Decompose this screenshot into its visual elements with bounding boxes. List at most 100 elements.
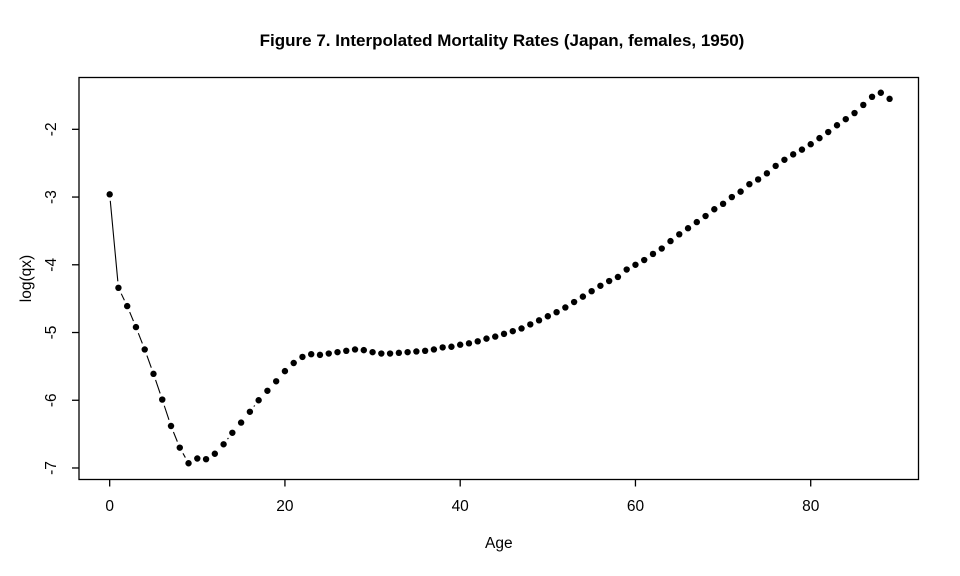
data-point bbox=[483, 335, 490, 342]
data-point bbox=[816, 134, 823, 142]
data-point bbox=[763, 170, 771, 177]
y-axis-label: log(qx) bbox=[18, 255, 35, 302]
data-point bbox=[132, 323, 140, 331]
data-point bbox=[518, 325, 525, 332]
data-point bbox=[807, 141, 814, 148]
data-point bbox=[544, 313, 552, 320]
series-segment bbox=[146, 355, 152, 368]
data-point bbox=[772, 162, 779, 170]
data-point bbox=[711, 206, 718, 213]
series-segment bbox=[182, 453, 186, 458]
data-point bbox=[229, 429, 236, 436]
data-point bbox=[860, 101, 867, 109]
data-point bbox=[868, 93, 876, 101]
data-point bbox=[378, 350, 385, 357]
y-tick-label: -4 bbox=[43, 258, 60, 272]
data-point bbox=[781, 156, 788, 163]
data-point bbox=[272, 378, 280, 385]
data-point bbox=[264, 387, 271, 394]
data-point bbox=[527, 321, 534, 328]
data-point bbox=[386, 350, 394, 357]
x-tick-label: 0 bbox=[105, 498, 114, 515]
chart-title: Figure 7. Interpolated Mortality Rates (… bbox=[260, 31, 745, 50]
y-tick-label: -5 bbox=[43, 326, 60, 340]
y-axis-ticks: -7 -6 -5 -4 -3 -2 bbox=[43, 122, 79, 475]
data-point bbox=[395, 349, 403, 357]
data-point bbox=[649, 250, 657, 258]
series-segment bbox=[253, 405, 256, 407]
data-point bbox=[439, 344, 446, 351]
data-point bbox=[115, 284, 122, 292]
data-point bbox=[570, 298, 578, 306]
data-point bbox=[246, 408, 254, 415]
x-tick-label: 40 bbox=[452, 498, 470, 515]
series-segment bbox=[109, 200, 119, 282]
data-point bbox=[641, 256, 648, 264]
data-point bbox=[456, 341, 464, 348]
data-point bbox=[737, 188, 744, 195]
series-segment bbox=[172, 431, 178, 442]
data-point bbox=[237, 419, 245, 426]
data-point bbox=[325, 350, 332, 357]
x-tick-label: 80 bbox=[802, 498, 820, 515]
data-point bbox=[421, 347, 429, 355]
data-point bbox=[597, 282, 604, 289]
x-axis-label: Age bbox=[485, 535, 513, 552]
x-axis-ticks: 0 20 40 60 80 bbox=[105, 479, 820, 515]
data-point bbox=[702, 212, 709, 220]
data-point bbox=[141, 346, 148, 353]
series-segment bbox=[227, 437, 229, 440]
data-point bbox=[430, 346, 438, 353]
x-tick-label: 60 bbox=[627, 498, 645, 515]
data-point bbox=[588, 288, 595, 295]
y-tick-label: -6 bbox=[43, 393, 60, 407]
data-point bbox=[211, 450, 219, 457]
data-point bbox=[255, 397, 262, 404]
data-point bbox=[684, 225, 692, 232]
data-point bbox=[632, 261, 639, 268]
data-point bbox=[825, 128, 832, 136]
data-point bbox=[281, 367, 289, 375]
data-point bbox=[159, 396, 166, 403]
data-point bbox=[676, 231, 683, 238]
y-tick-label: -3 bbox=[43, 190, 60, 204]
data-point bbox=[150, 370, 157, 378]
series-segment bbox=[163, 405, 170, 420]
data-point bbox=[535, 317, 543, 324]
data-point bbox=[509, 327, 516, 335]
data-point bbox=[728, 193, 736, 201]
data-point bbox=[123, 302, 131, 310]
data-series-lines bbox=[109, 200, 256, 458]
data-point bbox=[886, 95, 893, 103]
data-point bbox=[465, 340, 473, 347]
data-point bbox=[369, 348, 376, 356]
data-series-points bbox=[106, 89, 893, 467]
data-point bbox=[667, 237, 674, 245]
series-segment bbox=[120, 293, 125, 301]
data-point bbox=[851, 109, 858, 117]
data-point bbox=[106, 191, 113, 198]
y-tick-label: -2 bbox=[43, 122, 60, 136]
data-point bbox=[500, 330, 508, 338]
data-point bbox=[798, 146, 806, 153]
data-point bbox=[719, 200, 727, 208]
data-point bbox=[605, 277, 613, 285]
data-point bbox=[562, 304, 569, 311]
data-point bbox=[299, 353, 306, 361]
data-point bbox=[614, 273, 622, 281]
data-point bbox=[404, 348, 411, 356]
data-point bbox=[833, 122, 841, 129]
data-point bbox=[167, 422, 175, 430]
x-tick-label: 20 bbox=[276, 498, 294, 515]
data-point bbox=[351, 346, 359, 353]
data-point bbox=[202, 455, 210, 463]
data-point bbox=[308, 350, 315, 358]
data-point bbox=[789, 151, 797, 158]
data-point bbox=[334, 348, 341, 356]
data-point bbox=[194, 455, 201, 462]
data-point bbox=[623, 266, 630, 273]
data-point bbox=[360, 346, 367, 354]
data-point bbox=[754, 176, 762, 183]
